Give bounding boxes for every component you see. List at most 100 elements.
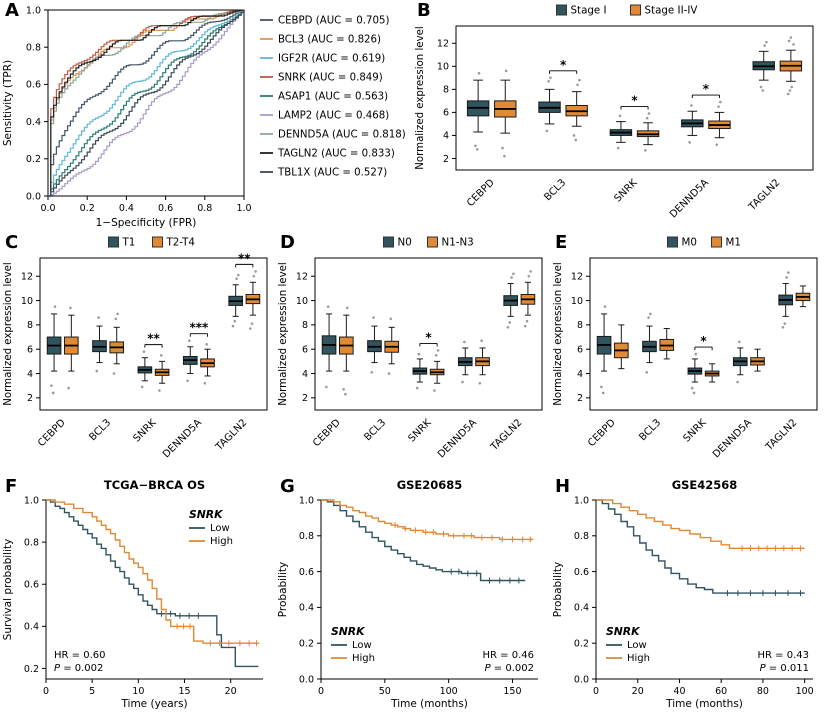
svg-text:BCL3 (AUC = 0.826): BCL3 (AUC = 0.826)	[278, 35, 381, 46]
svg-text:10: 10	[571, 296, 583, 307]
svg-text:P = 0.002: P = 0.002	[485, 663, 534, 674]
svg-text:**: **	[238, 251, 251, 265]
svg-text:DENND5A (AUC = 0.818): DENND5A (AUC = 0.818)	[278, 130, 406, 141]
svg-text:High: High	[352, 653, 375, 664]
svg-text:0.2: 0.2	[574, 639, 589, 650]
svg-text:HR = 0.43: HR = 0.43	[758, 650, 809, 661]
svg-text:0: 0	[43, 686, 49, 697]
svg-text:BCL3: BCL3	[362, 417, 388, 443]
panel-b-chart: 2 4 6 8 10 12 Normalized expression level CEBPD…	[415, 4, 814, 220]
svg-text:*: *	[703, 82, 710, 96]
svg-text:0.8: 0.8	[197, 203, 212, 214]
svg-text:Low: Low	[352, 640, 372, 651]
svg-text:CEBPD: CEBPD	[586, 417, 618, 449]
svg-text:1.0: 1.0	[299, 495, 314, 506]
svg-text:12: 12	[437, 39, 449, 50]
svg-text:6: 6	[577, 345, 583, 356]
svg-text:0.0: 0.0	[40, 203, 55, 214]
svg-text:SNRK (AUC = 0.849): SNRK (AUC = 0.849)	[278, 73, 383, 84]
svg-text:IGF2R (AUC = 0.619): IGF2R (AUC = 0.619)	[278, 54, 385, 65]
svg-text:6: 6	[443, 108, 449, 119]
svg-text:60: 60	[715, 686, 727, 697]
svg-text:T1: T1	[122, 237, 136, 249]
svg-text:0.8: 0.8	[26, 43, 41, 54]
svg-text:80: 80	[757, 686, 769, 697]
svg-text:Time (years): Time (years)	[120, 698, 187, 710]
svg-text:CEBPD: CEBPD	[465, 177, 497, 209]
svg-text:4: 4	[302, 369, 308, 380]
svg-text:0.2: 0.2	[26, 154, 41, 165]
svg-text:DENND5A: DENND5A	[436, 417, 479, 460]
svg-text:BCL3: BCL3	[637, 417, 663, 443]
svg-text:LAMP2 (AUC = 0.468): LAMP2 (AUC = 0.468)	[278, 111, 389, 122]
svg-text:150: 150	[503, 686, 521, 697]
svg-text:Normalized expression level: Normalized expression level	[3, 262, 14, 405]
panel-d-label: D	[280, 232, 295, 253]
svg-text:SNRK: SNRK	[682, 417, 709, 444]
panel-g-label: G	[280, 476, 295, 497]
panel-a-roc: A 0.0 0.2 0.4 0.6 0.8 1.0 0.0 0.2 0.4 0.6 0.8 1.0 1−…	[0, 0, 412, 232]
panel-g-chart: 0 50 100 150 0.0 0.2 0.4 0.6 0.8 1.0 Time (months)…	[277, 478, 538, 710]
panel-h-km-gse42568: H 0 20 40 60 80 100 0.0 0.2 0.4 0.6 0.8 1.0 Time (mo…	[550, 476, 825, 713]
svg-text:0.2: 0.2	[299, 639, 314, 650]
svg-text:10: 10	[132, 686, 144, 697]
svg-text:5: 5	[89, 686, 95, 697]
svg-text:Probability: Probability	[552, 562, 564, 618]
panel-a-label: A	[5, 0, 19, 21]
svg-text:***: ***	[189, 321, 209, 335]
svg-text:1.0: 1.0	[26, 5, 41, 16]
svg-text:DENND5A: DENND5A	[668, 177, 711, 220]
svg-text:HR = 0.46: HR = 0.46	[483, 650, 534, 661]
svg-text:6: 6	[27, 345, 33, 356]
panel-h-label: H	[555, 476, 571, 497]
svg-text:TAGLN2: TAGLN2	[488, 417, 524, 453]
svg-text:TBL1X (AUC = 0.527): TBL1X (AUC = 0.527)	[277, 168, 387, 179]
svg-text:GSE42568: GSE42568	[672, 478, 738, 492]
svg-text:0.6: 0.6	[26, 80, 41, 91]
svg-text:20: 20	[225, 686, 237, 697]
svg-text:TAGLN2: TAGLN2	[746, 177, 782, 213]
svg-text:CEBPD (AUC = 0.705): CEBPD (AUC = 0.705)	[278, 16, 389, 27]
panel-h-chart: 0 20 40 60 80 100 0.0 0.2 0.4 0.6 0.8 1.0 Time (mont…	[552, 478, 814, 710]
svg-text:4: 4	[27, 369, 33, 380]
svg-text:*: *	[425, 330, 432, 344]
svg-text:10: 10	[21, 296, 33, 307]
svg-text:SNRK: SNRK	[606, 625, 641, 638]
svg-text:1−Specificity (FPR): 1−Specificity (FPR)	[96, 217, 197, 229]
svg-text:0.4: 0.4	[119, 203, 134, 214]
svg-text:0.2: 0.2	[80, 203, 95, 214]
svg-text:2: 2	[577, 393, 583, 404]
panel-d-chart: 2 4 6 8 10 12 Normalized expression level CEBPD…	[278, 236, 543, 460]
svg-text:N0: N0	[398, 237, 412, 249]
panel-a-chart: 0.0 0.2 0.4 0.6 0.8 1.0 0.0 0.2 0.4 0.6 0.8 1.0 1−Sp…	[2, 5, 406, 229]
svg-text:12: 12	[571, 272, 583, 283]
svg-text:0.4: 0.4	[299, 603, 314, 614]
svg-text:2: 2	[302, 393, 308, 404]
svg-text:GSE20685: GSE20685	[397, 478, 463, 492]
panel-f-label: F	[5, 476, 18, 497]
svg-text:0.4: 0.4	[26, 117, 41, 128]
svg-text:1.0: 1.0	[24, 495, 39, 506]
svg-text:*: *	[700, 334, 707, 348]
svg-text:Probability: Probability	[277, 562, 289, 618]
svg-text:TCGA−BRCA OS: TCGA−BRCA OS	[104, 478, 205, 492]
svg-text:Normalized expression level: Normalized expression level	[278, 262, 289, 405]
svg-text:M0: M0	[682, 237, 697, 249]
svg-text:CEBPD: CEBPD	[36, 417, 68, 449]
panel-e-label: E	[555, 232, 568, 253]
svg-text:TAGLN2: TAGLN2	[213, 417, 249, 453]
svg-text:0: 0	[318, 686, 324, 697]
panel-b-boxplot-stage: B 2 4 6 8 10 12 Normalized expression level CEB…	[412, 0, 825, 232]
svg-text:SNRK: SNRK	[613, 177, 640, 204]
svg-text:2: 2	[443, 154, 449, 165]
svg-text:10: 10	[296, 296, 308, 307]
svg-text:TAGLN2: TAGLN2	[763, 417, 799, 453]
svg-text:Sensitivity (TPR): Sensitivity (TPR)	[2, 60, 14, 146]
svg-text:CEBPD: CEBPD	[311, 417, 343, 449]
panel-c-boxplot-t: C 2 4 6 8 10 12 Normalized expression level CEB…	[0, 232, 275, 476]
svg-text:M1: M1	[726, 237, 741, 249]
svg-text:**: **	[147, 332, 160, 346]
svg-text:40: 40	[673, 686, 685, 697]
svg-text:0.8: 0.8	[24, 537, 39, 548]
svg-text:0.0: 0.0	[299, 674, 314, 685]
